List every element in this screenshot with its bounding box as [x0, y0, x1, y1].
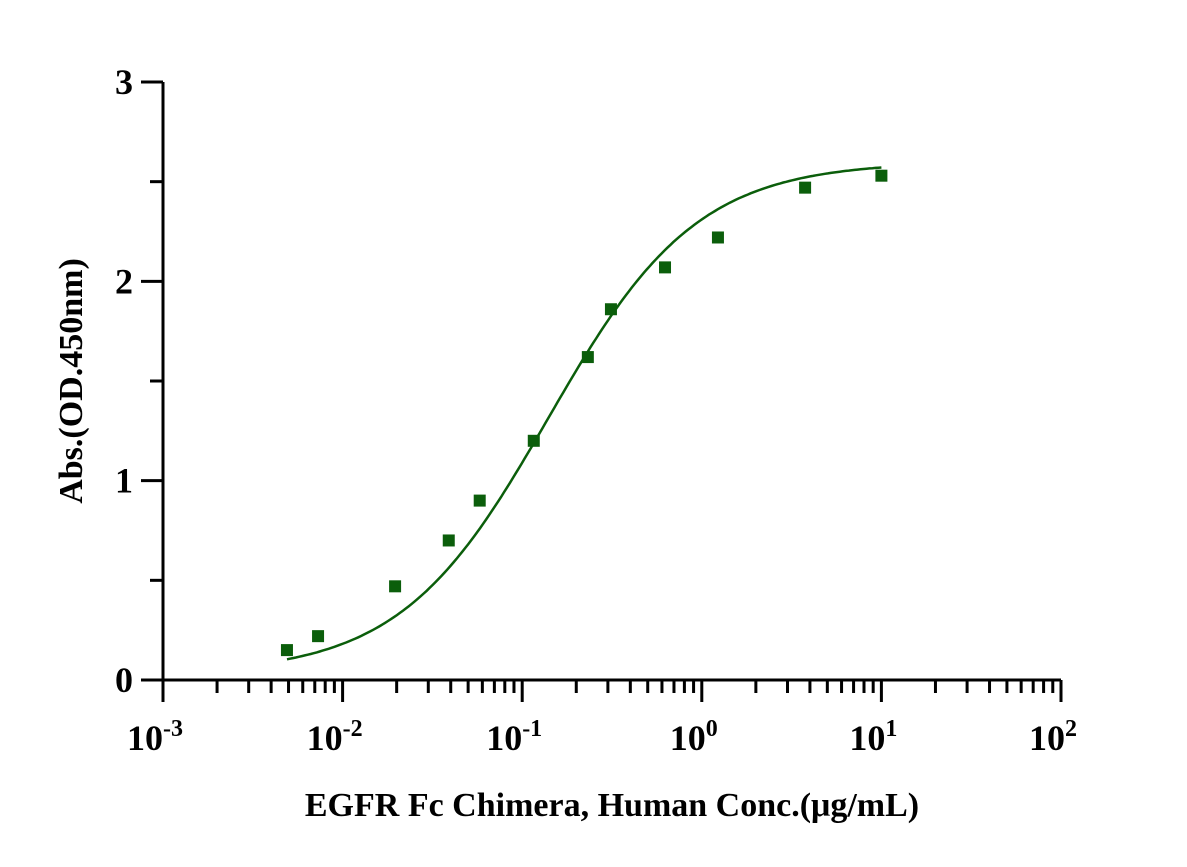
x-tick-label: 101 [849, 716, 897, 758]
y-tick-label: 1 [115, 461, 133, 501]
data-point [799, 181, 812, 194]
fit-curve [286, 166, 882, 661]
y-tick-label: 2 [115, 261, 133, 301]
tick-labels: 0 1 2 3 10-3 10-2 10-1 100 101 102 [115, 62, 1077, 758]
data-points [280, 169, 888, 657]
data-point [442, 534, 455, 547]
x-tick-label: 10-2 [307, 716, 363, 758]
data-point [473, 494, 486, 507]
data-point [581, 351, 594, 364]
y-tick-label: 0 [115, 660, 133, 700]
data-point [604, 303, 617, 316]
y-axis-label: Abs.(OD.450nm) [53, 258, 90, 504]
y-tick-label: 3 [115, 62, 133, 102]
data-point [659, 261, 672, 274]
data-point [527, 434, 540, 447]
x-tick-label: 100 [670, 716, 718, 758]
x-tick-label: 10-1 [486, 716, 542, 758]
x-tick-label: 10-3 [127, 716, 183, 758]
data-point [280, 644, 293, 657]
data-point [312, 630, 325, 643]
x-axis-label: EGFR Fc Chimera, Human Conc.(μg/mL) [305, 787, 919, 824]
x-tick-label: 102 [1029, 716, 1077, 758]
data-point [875, 169, 888, 182]
data-point [389, 580, 402, 593]
data-point [711, 231, 724, 244]
axes [141, 80, 1063, 702]
